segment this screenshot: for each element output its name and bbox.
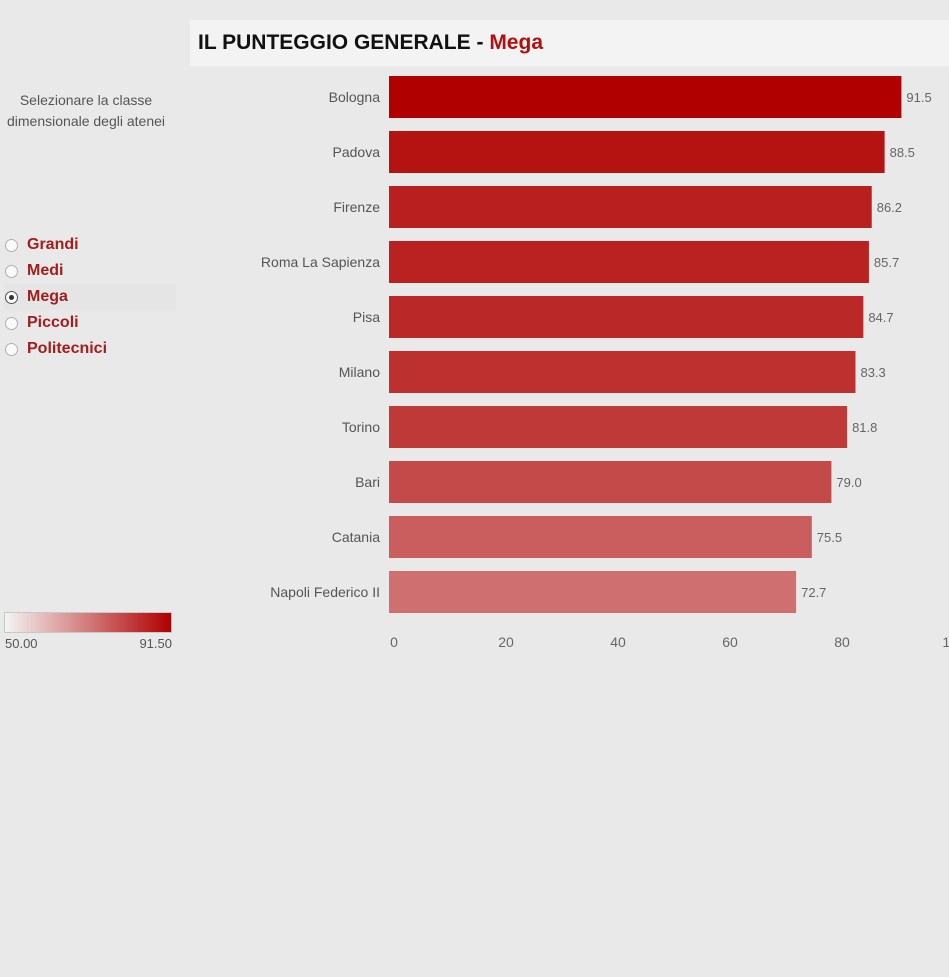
radio-label[interactable]: Piccoli <box>27 314 79 331</box>
radio-button[interactable] <box>5 264 18 278</box>
x-tick-label-0: 0 <box>390 634 398 650</box>
radio-option-mega[interactable]: Mega <box>4 284 176 310</box>
bar-roma-la-sapienza <box>389 241 869 283</box>
title-class: Mega <box>489 31 543 54</box>
bar-napoli-federico-ii <box>389 571 797 613</box>
x-tick-label-80: 80 <box>834 634 850 650</box>
category-label-torino: Torino <box>342 419 380 435</box>
x-tick-label-40: 40 <box>610 634 626 650</box>
color-legend-gradient <box>4 612 172 633</box>
radio-option-grandi[interactable]: Grandi <box>4 232 176 258</box>
bar-padova <box>389 131 885 173</box>
value-label-bari: 79.0 <box>836 475 861 490</box>
x-tick-label-20: 20 <box>498 634 514 650</box>
radio-button[interactable] <box>5 342 18 356</box>
legend-min-label: 50.00 <box>5 636 38 651</box>
class-radio-group: Grandi Medi Mega Piccoli Politecnici <box>4 232 176 362</box>
bar-torino <box>389 406 848 448</box>
value-label-torino: 81.8 <box>852 420 877 435</box>
category-label-bologna: Bologna <box>329 89 381 105</box>
value-label-catania: 75.5 <box>817 530 842 545</box>
chart-title: IL PUNTEGGIO GENERALE - Mega <box>198 31 543 55</box>
radio-option-piccoli[interactable]: Piccoli <box>4 310 176 336</box>
category-label-roma-la-sapienza: Roma La Sapienza <box>261 254 380 270</box>
bar-firenze <box>389 186 872 228</box>
category-label-milano: Milano <box>339 364 380 380</box>
radio-label[interactable]: Medi <box>27 262 64 279</box>
x-tick-label-100: 100 <box>942 634 949 650</box>
value-label-milano: 83.3 <box>860 365 885 380</box>
bar-bari <box>389 461 832 503</box>
value-label-roma-la-sapienza: 85.7 <box>874 255 899 270</box>
category-label-catania: Catania <box>332 529 380 545</box>
legend-max-label: 91.50 <box>139 636 172 651</box>
x-tick-label-60: 60 <box>722 634 738 650</box>
category-label-pisa: Pisa <box>353 309 380 325</box>
title-prefix: IL PUNTEGGIO GENERALE - <box>198 31 490 54</box>
radio-label[interactable]: Politecnici <box>27 340 108 357</box>
category-label-firenze: Firenze <box>333 199 380 215</box>
radio-button[interactable] <box>5 316 18 330</box>
bar-pisa <box>389 296 864 338</box>
bar-milano <box>389 351 856 393</box>
radio-button[interactable] <box>5 238 18 252</box>
value-label-bologna: 91.5 <box>906 90 931 105</box>
value-label-padova: 88.5 <box>890 145 915 160</box>
radio-option-medi[interactable]: Medi <box>4 258 176 284</box>
category-label-bari: Bari <box>355 474 380 490</box>
radio-label[interactable]: Grandi <box>27 236 79 253</box>
category-label-padova: Padova <box>333 144 381 160</box>
title-bar: IL PUNTEGGIO GENERALE - Mega <box>190 20 949 66</box>
radio-label[interactable]: Mega <box>27 288 68 305</box>
category-label-napoli-federico-ii: Napoli Federico II <box>270 584 380 600</box>
bar-bologna <box>389 76 902 118</box>
class-selector-prompt: Selezionare la classe dimensionale degli… <box>7 92 165 129</box>
value-label-napoli-federico-ii: 72.7 <box>801 585 826 600</box>
value-label-pisa: 84.7 <box>868 310 893 325</box>
radio-option-politecnici[interactable]: Politecnici <box>4 336 176 362</box>
radio-button-checked[interactable] <box>5 290 18 304</box>
bar-catania <box>389 516 812 558</box>
value-label-firenze: 86.2 <box>877 200 902 215</box>
